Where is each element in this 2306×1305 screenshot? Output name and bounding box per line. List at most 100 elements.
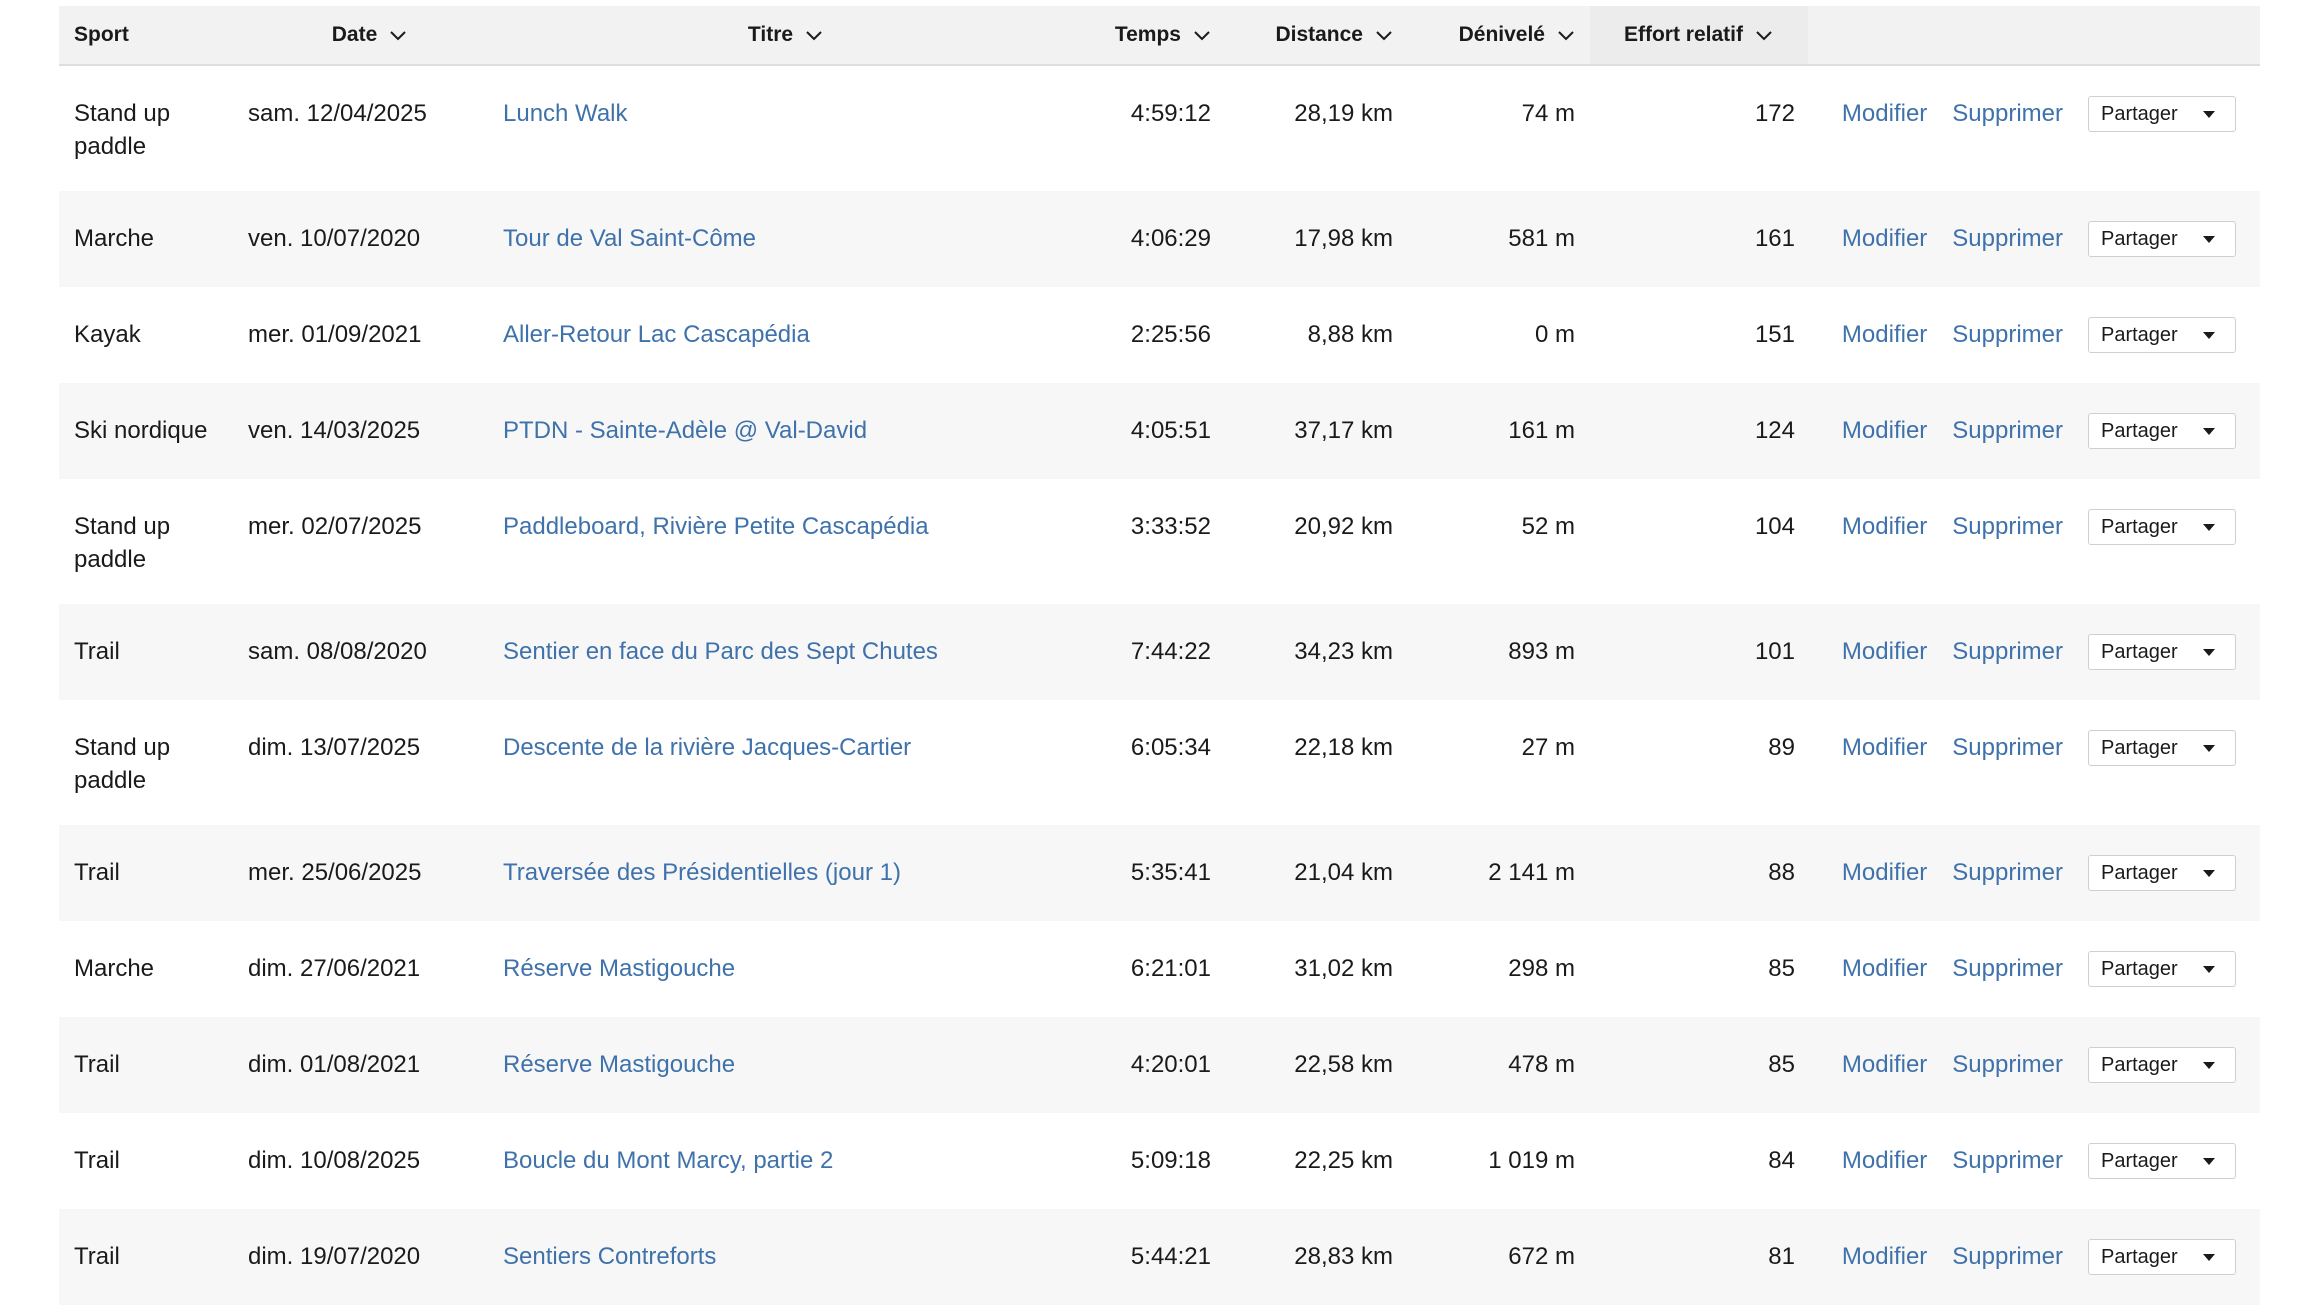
edit-button[interactable]: Modifier bbox=[1841, 955, 1928, 982]
delete-button[interactable]: Supprimer bbox=[1952, 417, 2063, 444]
distance-text: 22,25 km bbox=[1294, 1147, 1393, 1174]
activity-title-link[interactable]: Traversée des Présidentielles (jour 1) bbox=[503, 859, 901, 886]
cell-elevation: 27 m bbox=[1408, 700, 1590, 825]
column-header-elevation[interactable]: Dénivelé bbox=[1408, 6, 1590, 66]
cell-actions: Modifier Supprimer Partager bbox=[1808, 1017, 2260, 1113]
activities-table: Sport Date Titre Temps bbox=[59, 6, 2260, 1305]
cell-elevation: 2 141 m bbox=[1408, 825, 1590, 921]
cell-time: 5:35:41 bbox=[1074, 825, 1226, 921]
cell-effort: 172 bbox=[1590, 65, 1808, 191]
date-text: sam. 08/08/2020 bbox=[248, 638, 427, 665]
share-dropdown-button[interactable]: Partager bbox=[2088, 730, 2236, 766]
sport-text: Marche bbox=[74, 225, 155, 252]
effort-text: 85 bbox=[1768, 955, 1795, 982]
activity-title-link[interactable]: PTDN - Sainte-Adèle @ Val-David bbox=[503, 417, 868, 444]
activity-title-link[interactable]: Paddleboard, Rivière Petite Cascapédia bbox=[503, 513, 929, 540]
delete-button[interactable]: Supprimer bbox=[1952, 100, 2063, 127]
share-dropdown-button[interactable]: Partager bbox=[2088, 634, 2236, 670]
share-dropdown-button[interactable]: Partager bbox=[2088, 1047, 2236, 1083]
activity-title-link[interactable]: Tour de Val Saint-Côme bbox=[503, 225, 757, 252]
column-header-time[interactable]: Temps bbox=[1074, 6, 1226, 66]
cell-date: dim. 13/07/2025 bbox=[242, 700, 497, 825]
cell-effort: 84 bbox=[1590, 1113, 1808, 1209]
edit-button[interactable]: Modifier bbox=[1841, 225, 1928, 252]
cell-actions: Modifier Supprimer Partager bbox=[1808, 65, 2260, 191]
sport-text: Stand up paddle bbox=[74, 513, 171, 573]
effort-text: 89 bbox=[1768, 734, 1795, 761]
table-header-row: Sport Date Titre Temps bbox=[59, 6, 2260, 66]
column-header-title-label: Titre bbox=[747, 23, 794, 46]
cell-sport: Trail bbox=[59, 604, 242, 700]
date-text: mer. 25/06/2025 bbox=[248, 859, 422, 886]
cell-elevation: 161 m bbox=[1408, 383, 1590, 479]
delete-button[interactable]: Supprimer bbox=[1952, 321, 2063, 348]
activity-title-link[interactable]: Lunch Walk bbox=[503, 100, 628, 127]
activity-title-link[interactable]: Boucle du Mont Marcy, partie 2 bbox=[503, 1147, 834, 1174]
delete-button[interactable]: Supprimer bbox=[1952, 1051, 2063, 1078]
share-dropdown-button[interactable]: Partager bbox=[2088, 413, 2236, 449]
delete-button[interactable]: Supprimer bbox=[1952, 734, 2063, 761]
edit-button[interactable]: Modifier bbox=[1841, 100, 1928, 127]
column-header-distance[interactable]: Distance bbox=[1226, 6, 1408, 66]
cell-distance: 37,17 km bbox=[1226, 383, 1408, 479]
effort-text: 84 bbox=[1768, 1147, 1795, 1174]
table-body: Stand up paddle sam. 12/04/2025 Lunch Wa… bbox=[59, 65, 2260, 1305]
delete-button[interactable]: Supprimer bbox=[1952, 859, 2063, 886]
date-text: ven. 14/03/2025 bbox=[248, 417, 421, 444]
edit-button[interactable]: Modifier bbox=[1841, 417, 1928, 444]
cell-sport: Trail bbox=[59, 825, 242, 921]
delete-button[interactable]: Supprimer bbox=[1952, 225, 2063, 252]
share-dropdown-button[interactable]: Partager bbox=[2088, 1239, 2236, 1275]
cell-distance: 17,98 km bbox=[1226, 191, 1408, 287]
chevron-down-icon bbox=[389, 29, 407, 41]
chevron-down-icon bbox=[1755, 29, 1773, 41]
edit-button[interactable]: Modifier bbox=[1841, 734, 1928, 761]
cell-title: Descente de la rivière Jacques-Cartier bbox=[497, 700, 1074, 825]
edit-button[interactable]: Modifier bbox=[1841, 513, 1928, 540]
edit-button[interactable]: Modifier bbox=[1841, 638, 1928, 665]
caret-down-icon bbox=[2203, 648, 2215, 656]
caret-down-icon bbox=[2203, 1253, 2215, 1261]
activity-title-link[interactable]: Aller-Retour Lac Cascapédia bbox=[503, 321, 810, 348]
date-text: ven. 10/07/2020 bbox=[248, 225, 421, 252]
share-button-label: Partager bbox=[2101, 1245, 2178, 1268]
distance-text: 34,23 km bbox=[1294, 638, 1393, 665]
delete-button[interactable]: Supprimer bbox=[1952, 638, 2063, 665]
delete-button[interactable]: Supprimer bbox=[1952, 1243, 2063, 1270]
share-dropdown-button[interactable]: Partager bbox=[2088, 317, 2236, 353]
edit-button[interactable]: Modifier bbox=[1841, 1147, 1928, 1174]
share-dropdown-button[interactable]: Partager bbox=[2088, 951, 2236, 987]
cell-distance: 22,18 km bbox=[1226, 700, 1408, 825]
edit-button[interactable]: Modifier bbox=[1841, 859, 1928, 886]
activity-title-link[interactable]: Réserve Mastigouche bbox=[503, 955, 736, 982]
cell-title: Paddleboard, Rivière Petite Cascapédia bbox=[497, 479, 1074, 604]
share-dropdown-button[interactable]: Partager bbox=[2088, 509, 2236, 545]
edit-button[interactable]: Modifier bbox=[1841, 1051, 1928, 1078]
table-row: Kayak mer. 01/09/2021 Aller-Retour Lac C… bbox=[59, 287, 2260, 383]
caret-down-icon bbox=[2203, 523, 2215, 531]
edit-button[interactable]: Modifier bbox=[1841, 321, 1928, 348]
activity-title-link[interactable]: Sentiers Contreforts bbox=[503, 1243, 717, 1270]
activity-title-link[interactable]: Sentier en face du Parc des Sept Chutes bbox=[503, 638, 938, 665]
column-header-actions bbox=[1808, 6, 2260, 66]
delete-button[interactable]: Supprimer bbox=[1952, 955, 2063, 982]
delete-button[interactable]: Supprimer bbox=[1952, 1147, 2063, 1174]
delete-button[interactable]: Supprimer bbox=[1952, 513, 2063, 540]
activity-title-link[interactable]: Réserve Mastigouche bbox=[503, 1051, 736, 1078]
time-text: 4:20:01 bbox=[1130, 1051, 1211, 1078]
share-dropdown-button[interactable]: Partager bbox=[2088, 1143, 2236, 1179]
cell-distance: 31,02 km bbox=[1226, 921, 1408, 1017]
share-button-label: Partager bbox=[2101, 227, 2178, 250]
distance-text: 21,04 km bbox=[1294, 859, 1393, 886]
activity-title-link[interactable]: Descente de la rivière Jacques-Cartier bbox=[503, 734, 912, 761]
share-dropdown-button[interactable]: Partager bbox=[2088, 221, 2236, 257]
table-row: Ski nordique ven. 14/03/2025 PTDN - Sain… bbox=[59, 383, 2260, 479]
share-dropdown-button[interactable]: Partager bbox=[2088, 855, 2236, 891]
column-header-title[interactable]: Titre bbox=[497, 6, 1074, 66]
column-header-effort[interactable]: Effort relatif bbox=[1590, 6, 1808, 66]
column-header-date[interactable]: Date bbox=[242, 6, 497, 66]
cell-time: 6:21:01 bbox=[1074, 921, 1226, 1017]
cell-title: Lunch Walk bbox=[497, 65, 1074, 191]
edit-button[interactable]: Modifier bbox=[1841, 1243, 1928, 1270]
share-dropdown-button[interactable]: Partager bbox=[2088, 96, 2236, 132]
